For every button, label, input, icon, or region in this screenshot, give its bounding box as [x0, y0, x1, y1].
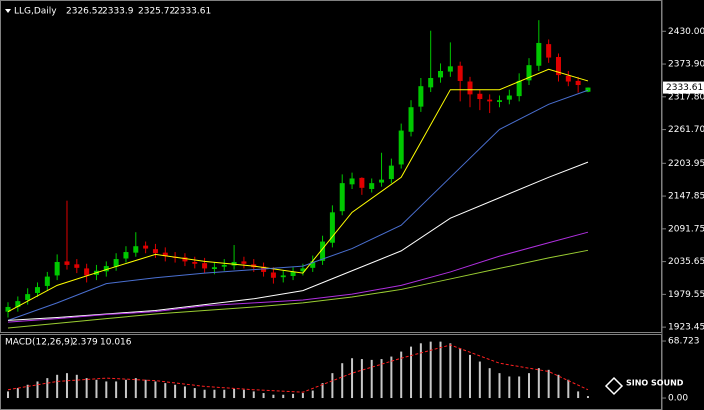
candle-body: [339, 183, 345, 212]
moving-average: [7, 161, 589, 321]
y-tick-label: 2091.75: [668, 224, 704, 234]
candle-body: [25, 294, 31, 300]
candle-body: [182, 257, 188, 262]
candle-body: [152, 249, 158, 254]
candle-body: [143, 245, 149, 249]
candle-body: [349, 178, 355, 185]
price-label-bg: [663, 81, 704, 94]
header-open: 2326.52: [66, 7, 103, 17]
candle-body: [379, 179, 385, 183]
candle-body: [310, 261, 316, 268]
candle-body: [202, 263, 208, 269]
y-tick-label: 2147.85: [668, 192, 704, 202]
macd-signal: [7, 344, 589, 393]
y-tick-label: 2035.65: [668, 257, 704, 267]
candle-body: [84, 268, 90, 276]
candle-body: [506, 95, 512, 100]
header-high: 2333.9: [102, 7, 134, 17]
moving-average: [7, 89, 589, 321]
candle-body: [398, 130, 404, 165]
y-tick-label: 2261.70: [668, 125, 704, 135]
y-tick-label: 1923.45: [668, 323, 704, 333]
candle-body: [388, 165, 394, 180]
candle-body: [497, 100, 502, 102]
candle-body: [418, 86, 424, 107]
candle-body: [585, 87, 591, 92]
y-tick-label: 1979.55: [668, 290, 704, 300]
candle-body: [428, 78, 434, 88]
header-close: 2333.61: [174, 7, 211, 17]
candle-body: [546, 44, 552, 58]
candle-body: [408, 107, 414, 132]
candle-body: [555, 56, 561, 76]
candle-body: [280, 275, 286, 278]
candle-body: [221, 264, 227, 267]
y-tick-label: 2373.90: [668, 60, 704, 70]
candle-body: [369, 183, 375, 189]
menu-arrow: [5, 9, 11, 13]
candle-body: [15, 301, 21, 307]
macd-signal-value: 10.016: [100, 338, 132, 348]
price-label: 2333.61: [666, 83, 703, 93]
moving-average: [7, 68, 589, 313]
candle-body: [526, 65, 532, 81]
moving-average: [7, 249, 589, 329]
y-tick-label: 2203.95: [668, 159, 704, 169]
candle-body: [162, 252, 168, 257]
candle-body: [64, 261, 70, 265]
header-low: 2325.72: [138, 7, 175, 17]
logo-text: SINO SOUND: [626, 379, 684, 388]
candle-body: [270, 272, 276, 278]
logo-icon: [604, 376, 624, 396]
candle-body: [359, 177, 365, 188]
price-pane-frame: [0, 0, 662, 333]
candle-body: [477, 93, 483, 100]
candle-body: [300, 268, 306, 272]
candle-body: [575, 80, 581, 86]
candle-body: [241, 261, 247, 264]
candle-body: [565, 75, 571, 82]
candle-body: [34, 287, 40, 293]
candle-body: [447, 66, 453, 72]
candle-body: [113, 259, 119, 267]
candle-body: [103, 266, 109, 272]
candle-body: [457, 65, 463, 81]
candle-body: [54, 261, 60, 276]
candle-body: [516, 80, 522, 97]
candle-body: [211, 267, 217, 269]
candle-body: [487, 99, 493, 102]
candle-body: [329, 212, 335, 243]
candle-body: [74, 264, 80, 268]
macd-value: 2.379: [72, 338, 98, 348]
logo: SINO SOUND: [604, 376, 684, 396]
y-tick-label: 2317.80: [668, 92, 704, 102]
macd-title: MACD(12,26,9): [5, 338, 73, 348]
moving-average: [7, 231, 589, 323]
candle-body: [290, 271, 296, 277]
candle-body: [320, 241, 326, 261]
candle-body: [467, 81, 473, 95]
candle-body: [123, 252, 129, 259]
candle-body: [536, 42, 542, 66]
candle-body: [44, 276, 50, 286]
y-tick-label: 0.00: [668, 394, 688, 404]
candle-body: [133, 246, 139, 253]
y-tick-label: 68.723: [668, 337, 700, 347]
chart-title: LLG,Daily: [14, 7, 57, 17]
candle-body: [438, 71, 444, 78]
candle-body: [192, 261, 198, 264]
candle-body: [5, 306, 11, 312]
y-tick-label: 2430.00: [668, 27, 704, 37]
